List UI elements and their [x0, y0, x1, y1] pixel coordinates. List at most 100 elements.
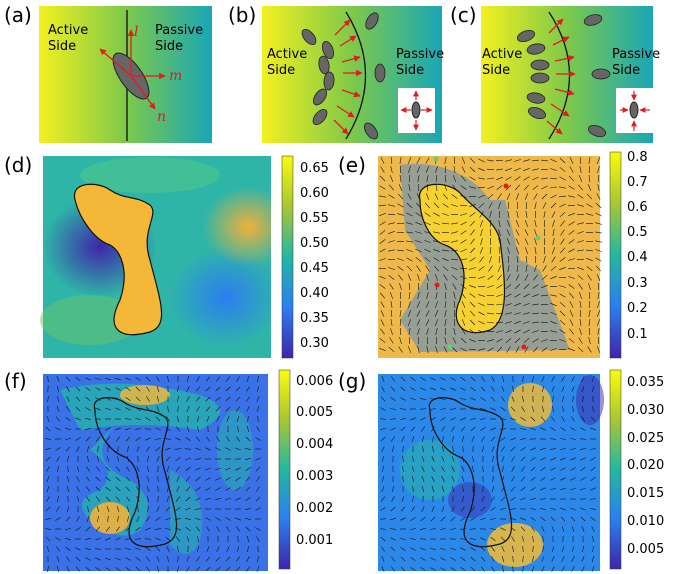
velocity-arrow — [95, 537, 101, 541]
velocity-arrow — [400, 376, 406, 382]
velocity-arrow — [107, 445, 109, 453]
velocity-arrow — [225, 566, 231, 572]
director-segment — [587, 346, 592, 353]
velocity-arrow — [511, 546, 515, 552]
velocity-arrow — [490, 396, 496, 402]
panel-e-defect — [434, 282, 440, 288]
velocity-arrow — [450, 557, 456, 561]
velocity-arrow — [381, 446, 385, 452]
director-segment — [505, 283, 512, 290]
velocity-arrow — [115, 486, 121, 492]
velocity-arrow — [85, 436, 91, 442]
velocity-arrow — [530, 498, 536, 500]
director-segment — [408, 301, 411, 308]
velocity-arrow — [75, 396, 81, 402]
director-segment — [586, 193, 593, 200]
velocity-arrow — [135, 396, 141, 402]
director-segment — [469, 267, 476, 270]
director-segment — [460, 258, 467, 261]
velocity-arrow — [470, 537, 476, 541]
velocity-arrow — [442, 435, 444, 443]
velocity-arrow — [592, 386, 594, 392]
velocity-arrow — [412, 495, 414, 503]
director-segment — [498, 220, 501, 227]
velocity-arrow — [581, 566, 585, 572]
director-segment — [568, 284, 575, 289]
panel-d-region-outline — [74, 183, 163, 336]
director-segment — [496, 168, 503, 171]
velocity-arrow — [550, 477, 556, 481]
velocity-arrow — [246, 406, 250, 412]
velocity-arrow — [154, 528, 162, 530]
velocity-arrow — [155, 516, 161, 522]
director-segment — [588, 165, 591, 174]
director-segment — [597, 328, 600, 335]
director-segment — [569, 319, 574, 326]
velocity-arrow — [184, 448, 192, 450]
director-segment — [540, 321, 549, 324]
velocity-arrow — [156, 386, 160, 392]
velocity-arrow — [501, 486, 505, 492]
director-segment — [543, 228, 546, 237]
director-segment — [461, 301, 466, 308]
director-segment — [470, 238, 475, 245]
velocity-arrow — [402, 466, 404, 472]
velocity-arrow — [430, 547, 436, 551]
director-segment — [523, 293, 530, 298]
velocity-arrow — [185, 466, 191, 472]
director-segment — [461, 157, 466, 164]
velocity-arrow — [390, 537, 396, 541]
velocity-arrow — [245, 467, 251, 471]
panel-e-colorbar-ticks: 0.8 0.7 0.6 0.5 0.4 0.3 0.2 0.1 — [627, 150, 648, 342]
velocity-arrow — [65, 546, 71, 552]
velocity-arrow — [65, 416, 71, 422]
cb-d-tick: 0.65 — [300, 161, 329, 176]
velocity-arrow — [97, 515, 99, 523]
velocity-arrow — [185, 486, 191, 492]
director-segment — [534, 238, 537, 245]
director-segment — [579, 292, 582, 299]
director-segment — [453, 175, 456, 182]
velocity-arrow — [472, 476, 474, 482]
director-segment — [523, 303, 530, 306]
director-segment — [541, 177, 548, 180]
velocity-arrow — [550, 487, 556, 491]
velocity-arrow — [225, 376, 231, 382]
velocity-arrow — [380, 527, 386, 531]
director-segment — [442, 213, 449, 216]
velocity-arrow — [105, 537, 111, 541]
velocity-arrow — [115, 567, 121, 571]
director-segment — [443, 193, 448, 200]
velocity-arrow — [501, 566, 505, 572]
velocity-arrow — [470, 506, 476, 512]
velocity-arrow — [216, 546, 220, 552]
director-segment — [444, 319, 447, 326]
director-segment — [433, 257, 440, 262]
velocity-arrow — [510, 526, 516, 532]
velocity-arrow — [530, 476, 536, 482]
director-segment — [516, 264, 519, 273]
velocity-arrow — [571, 546, 575, 552]
velocity-arrow — [399, 408, 407, 410]
cell — [530, 72, 550, 84]
velocity-arrow — [55, 427, 61, 431]
director-segment — [487, 275, 494, 280]
velocity-arrow — [85, 418, 91, 420]
velocity-arrow — [422, 436, 424, 442]
panel-g — [378, 369, 622, 573]
velocity-arrow — [177, 416, 179, 422]
director-segment — [515, 346, 520, 353]
velocity-arrow — [451, 466, 455, 472]
director-segment — [478, 194, 485, 199]
velocity-arrow — [205, 467, 211, 471]
velocity-arrow — [235, 386, 241, 392]
director-segment — [480, 229, 483, 236]
velocity-arrow — [470, 517, 476, 521]
velocity-arrow — [441, 476, 445, 482]
velocity-arrow — [107, 515, 109, 523]
velocity-arrow — [570, 467, 576, 471]
velocity-arrow — [531, 566, 535, 572]
velocity-arrow — [569, 448, 577, 450]
velocity-arrow — [55, 517, 61, 521]
velocity-arrow — [480, 376, 486, 382]
